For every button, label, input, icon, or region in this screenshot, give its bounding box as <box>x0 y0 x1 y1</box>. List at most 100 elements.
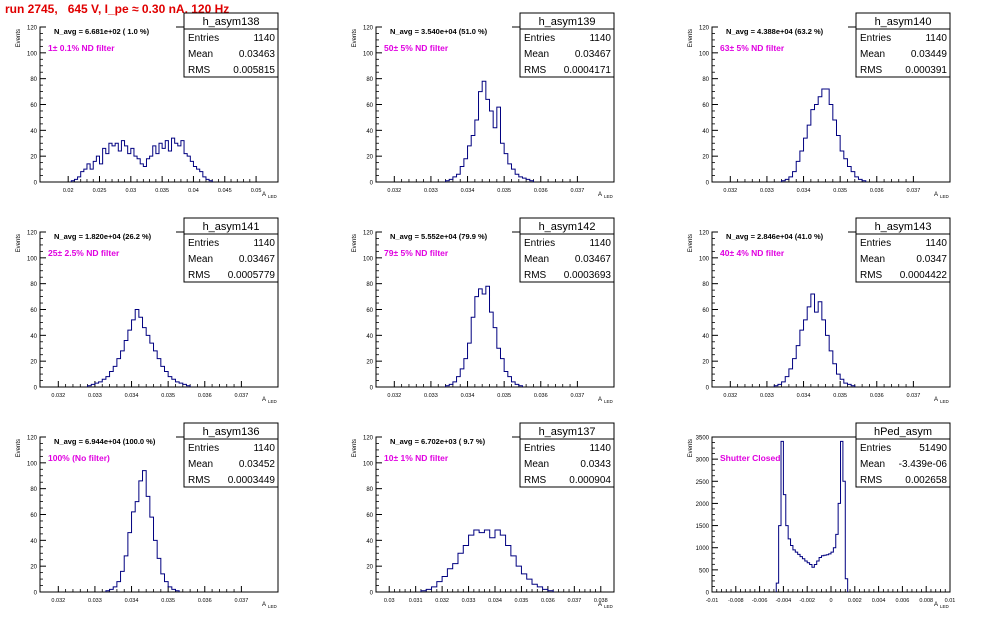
stats-box <box>183 217 279 283</box>
x-axis-label: A LED <box>934 602 950 609</box>
x-axis-label-sub: LED <box>268 194 278 199</box>
histogram-panel-h_asym143: 0 20 40 60 80 100 120 0.032 0.033 0.034 0.035 0.036… <box>688 217 951 404</box>
stat-label: RMS <box>188 270 211 281</box>
filter-annotation: 40± 4% ND filter <box>720 248 785 258</box>
x-axis-label: A LED <box>262 602 278 609</box>
y-tick-label: 60 <box>30 308 37 314</box>
stat-value: 1140 <box>253 443 275 454</box>
navg-box-bg <box>46 230 176 242</box>
filter-annotation: 79± 5% ND filter <box>384 248 449 258</box>
histogram-panel-h_asym139: 0 20 40 60 80 100 120 0.032 0.033 0.034 0.035 0.036… <box>352 12 615 199</box>
y-tick-label: 0 <box>706 386 710 392</box>
histogram-panel-h_asym138: 0 20 40 60 80 100 120 0.02 0.025 0.03 0.035 0.04 0.0… <box>16 12 279 199</box>
x-tick-label: 0.035 <box>161 598 175 604</box>
x-tick-label: 0.032 <box>387 393 401 399</box>
x-tick-label: 0.034 <box>125 598 139 604</box>
x-tick-label: 0.045 <box>218 188 232 194</box>
y-tick-label: 40 <box>366 129 373 135</box>
navg-box-bg <box>382 435 512 447</box>
y-tick-label: 60 <box>702 103 709 109</box>
navg-label: N_avg = 6.681e+02 ( 1.0 %) <box>54 27 150 36</box>
y-tick-label: 0 <box>370 591 374 597</box>
stat-value: 0.000904 <box>569 475 611 486</box>
y-tick-label: 100 <box>27 461 38 467</box>
x-tick-label: 0.006 <box>896 598 910 604</box>
x-tick-label: 0.036 <box>534 188 548 194</box>
filter-annotation: 100% (No filter) <box>48 453 110 463</box>
x-tick-label: 0.034 <box>461 188 475 194</box>
x-tick-label: 0.002 <box>848 598 862 604</box>
x-tick-label: 0.036 <box>198 393 212 399</box>
stat-label: Entries <box>860 33 891 44</box>
x-tick-label: 0.033 <box>88 393 102 399</box>
histogram-panel-h_asym136: 0 20 40 60 80 100 120 0.032 0.033 0.034 0.035 0.036… <box>16 422 279 609</box>
x-tick-label: 0.032 <box>723 393 737 399</box>
x-tick-label: 0.025 <box>93 188 107 194</box>
stat-label: Mean <box>860 49 885 60</box>
stat-value: 0.03467 <box>575 49 612 60</box>
stat-label: Mean <box>860 254 885 265</box>
x-tick-label: -0.004 <box>776 598 792 604</box>
y-axis-label: Events <box>352 234 358 252</box>
x-tick-label: 0.032 <box>435 598 449 604</box>
x-tick-label: -0.006 <box>752 598 768 604</box>
stat-value: 1140 <box>925 238 947 249</box>
histogram-name: h_asym143 <box>875 221 932 233</box>
x-tick-label: 0.036 <box>870 393 884 399</box>
y-tick-label: 20 <box>30 565 37 571</box>
stat-value: 0.03467 <box>575 254 612 265</box>
x-tick-label: 0.037 <box>571 393 585 399</box>
stat-value: 1140 <box>589 238 611 249</box>
x-axis-label-main: A <box>934 192 938 198</box>
y-tick-label: 100 <box>363 51 374 57</box>
histogram-outline <box>445 285 523 387</box>
x-tick-label: 0.033 <box>760 393 774 399</box>
stat-label: RMS <box>524 475 547 486</box>
y-tick-label: 0 <box>370 386 374 392</box>
stat-label: Entries <box>188 238 219 249</box>
x-tick-label: 0.036 <box>198 598 212 604</box>
x-tick-label: 0.034 <box>461 393 475 399</box>
stats-box <box>519 12 615 78</box>
filter-annotation: 50± 5% ND filter <box>384 43 449 53</box>
x-tick-label: 0.037 <box>571 188 585 194</box>
histogram-outline <box>773 293 856 387</box>
stat-value: 0.0003693 <box>564 270 612 281</box>
y-tick-label: 120 <box>27 26 38 32</box>
x-tick-label: 0.034 <box>797 188 811 194</box>
y-tick-label: 80 <box>702 77 709 83</box>
filter-annotation: 63± 5% ND filter <box>720 43 785 53</box>
x-tick-label: 0.032 <box>723 188 737 194</box>
y-tick-label: 40 <box>30 539 37 545</box>
x-tick-label: 0.032 <box>51 598 65 604</box>
histogram-panel-h_asym137: 0 20 40 60 80 100 120 0.03 0.031 0.032 0.033 0.034 0… <box>352 422 615 609</box>
x-axis-label-sub: LED <box>940 194 950 199</box>
y-tick-label: 20 <box>30 360 37 366</box>
x-tick-label: 0.033 <box>462 598 476 604</box>
stat-value: 0.005815 <box>233 65 275 76</box>
stat-value: 0.000391 <box>905 65 947 76</box>
filter-annotation: 10± 1% ND filter <box>384 453 449 463</box>
stat-label: Entries <box>524 238 555 249</box>
y-tick-label: 60 <box>30 513 37 519</box>
y-tick-label: 60 <box>30 103 37 109</box>
x-tick-label: 0.034 <box>488 598 502 604</box>
y-tick-label: 120 <box>27 436 38 442</box>
x-tick-label: 0.008 <box>919 598 933 604</box>
stat-label: Mean <box>188 49 213 60</box>
stat-value: 0.002658 <box>905 475 947 486</box>
y-tick-label: 0 <box>34 591 38 597</box>
y-axis-label: Events <box>16 234 22 252</box>
histogram-name: h_asym137 <box>539 426 596 438</box>
y-axis-label: Events <box>352 29 358 47</box>
y-tick-label: 100 <box>363 461 374 467</box>
stat-value: 0.0004422 <box>900 270 948 281</box>
stat-value: 0.03449 <box>911 49 948 60</box>
histogram-name: h_asym142 <box>539 221 596 233</box>
y-tick-label: 120 <box>27 231 38 237</box>
x-tick-label: 0.02 <box>63 188 74 194</box>
stats-box <box>183 12 279 78</box>
stat-label: Mean <box>860 459 885 470</box>
x-axis-label: A LED <box>598 602 614 609</box>
histogram-name: h_asym138 <box>203 16 260 28</box>
